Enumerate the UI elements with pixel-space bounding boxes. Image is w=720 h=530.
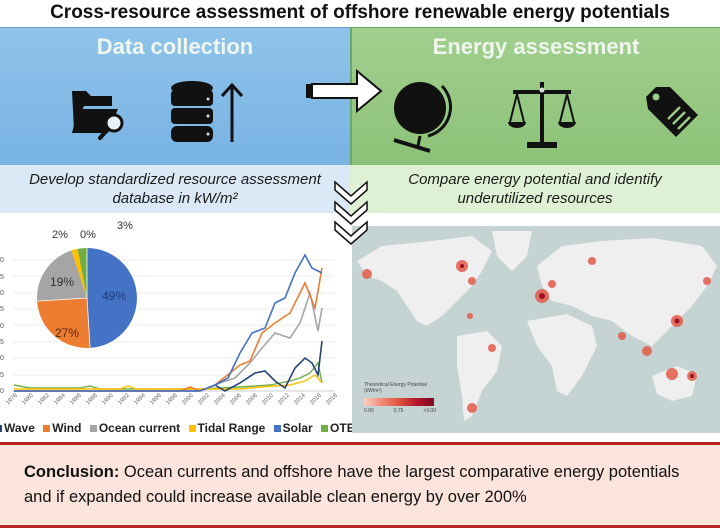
pie-chart [36,248,137,348]
arrow-right-icon [306,68,383,114]
map-legend-tick: 0.75 [393,408,404,414]
svg-text:0: 0 [0,257,4,264]
svg-text:2004: 2004 [213,392,227,406]
world-map [357,231,717,421]
pie-label-wind: 27% [55,326,80,340]
data-collection-heading: Data collection [96,34,254,59]
pie-label-wave: 0% [80,229,96,241]
svg-text:2002: 2002 [197,392,211,406]
legend-swatch-solar [273,425,281,433]
svg-text:1984: 1984 [53,392,67,406]
map-legend-tick: >3.00 [423,408,436,414]
map-legend-colorbar [364,398,434,406]
chart-legend: Wave Wind Ocean current Tidal Range Sola… [0,421,363,435]
svg-text:5: 5 [0,274,4,281]
database-upload-icon [171,81,244,142]
svg-text:2016: 2016 [309,392,323,406]
svg-text:0: 0 [0,388,4,395]
legend-swatch-otec [321,425,329,433]
conclusion-box: Conclusion: Ocean currents and offshore … [0,442,720,528]
legend-label: Tidal Range [197,421,266,435]
pie-label-solar: 49% [102,289,127,303]
chevron-down-icon [334,180,368,245]
svg-text:1986: 1986 [69,392,83,406]
globe-icon [393,82,453,153]
svg-text:0: 0 [0,290,4,297]
energy-assessment-subtitle-box: Compare energy potential and identify un… [350,165,720,213]
conclusion-body: Ocean currents and offshore have the lar… [24,463,680,506]
svg-text:1996: 1996 [149,392,163,406]
map-legend-title: Theoretical Energy Potential [364,382,427,388]
publications-chart: 0 5 0 5 0 5 0 5 0 1978 1980 1982 1984 1986 1988… [0,213,350,438]
legend-label: Wind [52,421,82,435]
svg-text:0: 0 [0,355,4,362]
svg-text:1978: 1978 [5,392,19,406]
map-legend-tick: 0.00 [364,408,374,414]
svg-text:1990: 1990 [101,392,115,406]
conclusion-text: Conclusion: Ocean currents and offshore … [24,460,700,510]
svg-text:2006: 2006 [229,392,243,406]
data-collection-panel: Data collection [0,27,350,165]
subtitle-line: Develop standardized resource assessment [29,171,321,188]
svg-text:5: 5 [0,372,4,379]
conclusion-label: Conclusion: [24,463,120,481]
svg-text:2008: 2008 [245,392,259,406]
legend-swatch-tidal [188,425,196,433]
world-energy-map: Theoretical Energy Potential (kW/m²) 0.0… [352,226,720,433]
subtitle-line: underutilized resources [457,190,613,207]
pie-label-otec: 3% [117,220,133,232]
svg-text:0: 0 [0,323,4,330]
svg-text:1992: 1992 [117,392,131,406]
svg-text:2000: 2000 [181,392,195,406]
energy-assessment-subtitle: Compare energy potential and identify un… [350,170,720,208]
svg-text:2010: 2010 [261,392,275,406]
data-collection-subtitle-box: Develop standardized resource assessment… [0,165,350,213]
subtitle-line: database in kW/m² [112,190,238,207]
page-title: Cross-resource assessment of offshore re… [50,2,670,23]
pie-label-tidal: 2% [52,229,68,241]
legend-swatch-wind [43,425,51,433]
energy-assessment-panel: Energy assessment [350,27,720,165]
subtitle-line: Compare energy potential and identify [408,171,662,188]
legend-label: Solar [282,421,313,435]
svg-text:1988: 1988 [85,392,99,406]
svg-text:5: 5 [0,339,4,346]
svg-text:2012: 2012 [277,392,291,406]
data-collection-subtitle: Develop standardized resource assessment… [0,170,350,208]
legend-label: Ocean current [98,421,181,435]
svg-text:1980: 1980 [21,392,35,406]
price-tag-icon [646,87,698,137]
legend-label: Wave [4,421,35,435]
svg-text:1998: 1998 [165,392,179,406]
pie-label-ocean-current: 19% [50,275,75,289]
svg-text:2014: 2014 [293,392,307,406]
svg-text:1982: 1982 [37,392,51,406]
folder-search-icon [72,91,124,140]
svg-text:2018: 2018 [325,392,339,406]
legend-swatch-ocean-current [89,425,97,433]
balance-scale-icon [508,82,576,148]
svg-text:5: 5 [0,306,4,313]
map-legend: Theoretical Energy Potential (kW/m²) 0.0… [364,382,436,414]
svg-text:1994: 1994 [133,392,147,406]
map-legend-unit: (kW/m²) [364,388,382,394]
legend-swatch-wave [0,425,2,433]
energy-assessment-heading: Energy assessment [432,34,640,59]
